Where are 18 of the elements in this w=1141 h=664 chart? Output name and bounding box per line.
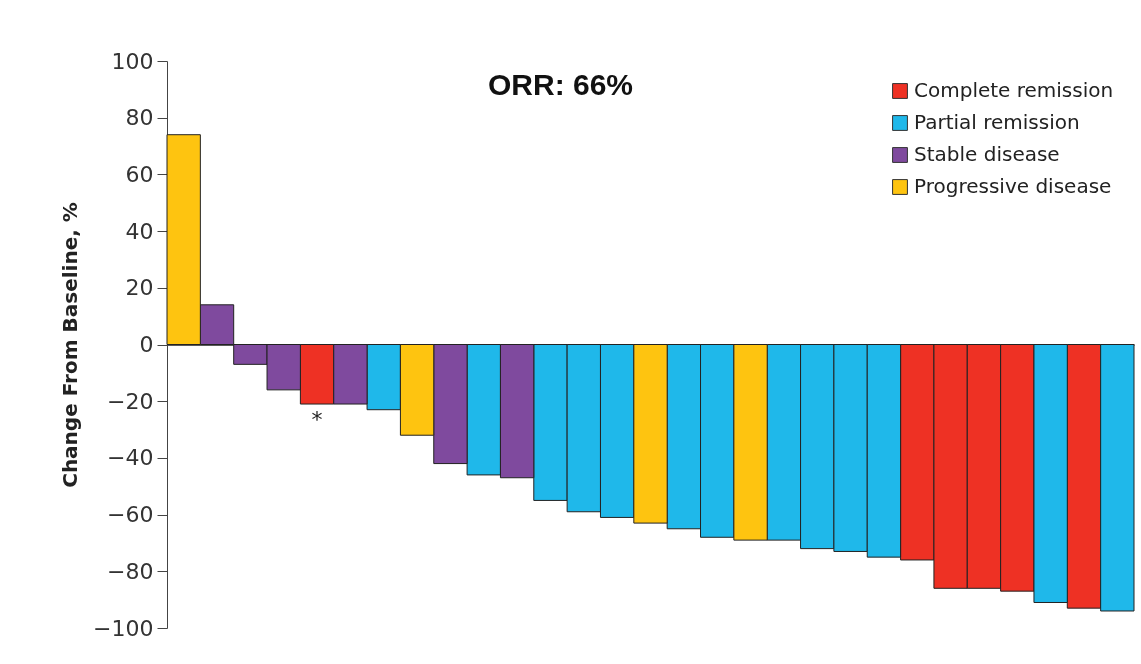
y-axis-title: Change From Baseline, % (58, 202, 83, 488)
legend-label: Stable disease (914, 142, 1060, 166)
legend-label: Complete remission (914, 78, 1114, 102)
y-tick-label: 80 (125, 105, 154, 131)
legend-label: Partial remission (914, 110, 1080, 134)
y-tick-label: −60 (107, 502, 154, 528)
y-tick-label: 60 (125, 161, 154, 187)
y-tick-label: −80 (107, 558, 154, 584)
y-tick-label: 40 (125, 218, 154, 244)
y-tick-label: −20 (107, 388, 154, 414)
y-tick-label: 20 (125, 275, 154, 301)
y-tick-label: −40 (107, 445, 154, 471)
legend-label: Progressive disease (914, 174, 1112, 198)
data-label: * (311, 407, 323, 433)
chart-title: ORR: 66% (487, 68, 634, 101)
y-tick-label: −100 (93, 615, 154, 641)
y-tick-label: 100 (111, 48, 154, 74)
y-tick-label: 0 (139, 332, 154, 357)
